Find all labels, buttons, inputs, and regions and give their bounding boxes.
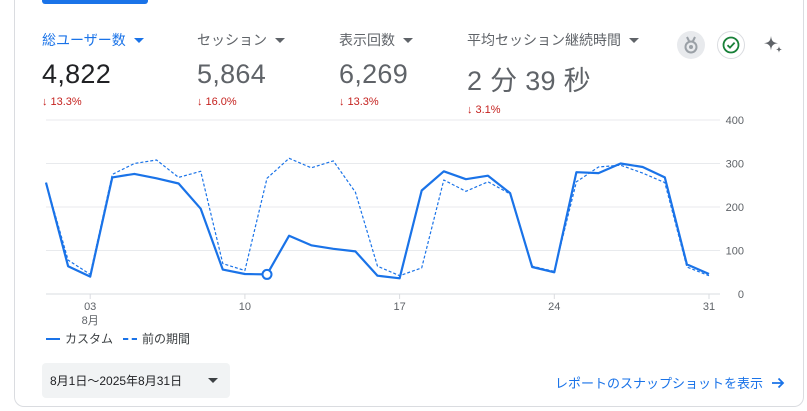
metric-change: ↓ 13.3% [339,96,413,108]
x-tick-label: 03 [84,301,96,313]
legend-swatch-dashed [123,337,138,340]
badge-icon [684,36,698,54]
metric-change: ↓ 16.0% [197,96,285,108]
metric-value: 2 分 39 秒 [467,66,591,96]
metric-label[interactable]: 総ユーザー数 [42,30,144,50]
metric-change-value: 13.3% [347,96,379,108]
legend-swatch-solid [46,337,60,340]
metric-sessions[interactable]: セッション 5,864 ↓ 16.0% [197,30,285,108]
badge-button[interactable] [677,31,705,59]
metric-views[interactable]: 表示回数 6,269 ↓ 13.3% [339,30,413,108]
metric-change: ↓ 3.1% [467,104,639,116]
metric-label[interactable]: セッション [197,30,285,50]
sparkle-icon [764,36,783,53]
chevron-down-icon [208,378,218,383]
x-tick-label: 10 [239,301,251,313]
series-line-previous [45,157,710,277]
metric-value: 5,864 [197,59,267,89]
arrow-down-icon: ↓ [467,104,473,116]
date-range-label: 8月1日～2025年8月31日 [50,374,183,388]
metric-total-users[interactable]: 総ユーザー数 4,822 ↓ 13.3% [42,30,144,108]
metric-avg-session-duration[interactable]: 平均セッション継続時間 2 分 39 秒 ↓ 3.1% [467,30,639,116]
series-line-current [44,162,710,280]
y-tick-label: 200 [726,202,744,214]
chevron-down-icon [133,37,144,43]
view-snapshot-link[interactable]: レポートのスナップショットを表示 [555,373,785,392]
check-button[interactable] [717,31,745,59]
metric-value: 6,269 [339,59,409,89]
x-tick-label: 24 [548,301,560,313]
y-tick-label: 400 [726,115,744,127]
chevron-down-icon [403,37,413,43]
metric-label[interactable]: 表示回数 [339,30,413,50]
metric-change-value: 3.1% [475,104,501,116]
x-tick-sublabel: 8月 [82,315,99,327]
metric-label-text: 平均セッション継続時間 [467,32,621,48]
metric-label-text: 表示回数 [339,32,395,48]
metric-label-text: セッション [197,32,267,48]
y-tick-label: 100 [726,246,744,258]
arrow-down-icon: ↓ [339,96,345,108]
date-range-selector[interactable]: 8月1日～2025年8月31日 [42,363,230,398]
insights-button[interactable] [759,31,787,59]
y-tick-label: 300 [726,159,744,171]
hover-point [261,268,273,280]
legend-current-label: カスタム [65,332,114,346]
active-tab-indicator [42,0,148,4]
metric-change-value: 16.0% [205,96,237,108]
metric-label[interactable]: 平均セッション継続時間 [467,30,639,50]
metric-label-text: 総ユーザー数 [42,32,126,48]
metric-value: 4,822 [42,59,112,89]
y-tick-label: 0 [738,289,744,301]
check-circle-icon [722,36,740,54]
x-tick-label: 17 [393,301,405,313]
arrow-down-icon: ↓ [42,96,48,108]
chevron-down-icon [629,37,639,43]
metric-change-value: 13.3% [50,96,82,108]
arrow-right-icon [772,377,785,388]
metric-change: ↓ 13.3% [42,96,144,108]
view-snapshot-label: レポートのスナップショットを表示 [554,376,763,391]
chart-legend: カスタム 前の期間 [46,330,190,347]
chevron-down-icon [275,37,285,43]
arrow-down-icon: ↓ [197,96,203,108]
legend-previous-label: 前の期間 [142,332,191,346]
x-tick-label: 31 [703,301,715,313]
